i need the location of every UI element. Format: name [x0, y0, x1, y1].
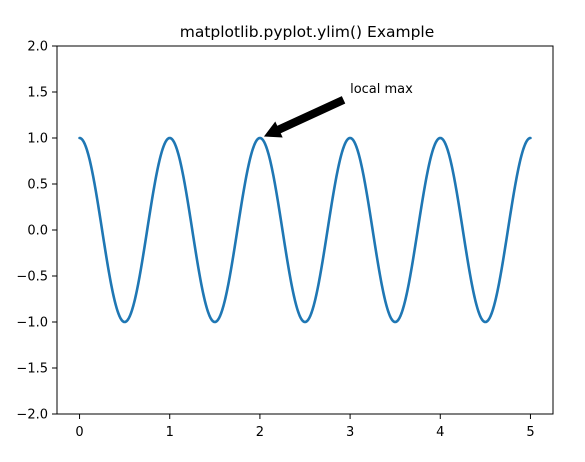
series-line	[78, 136, 532, 324]
y-tick-label: 0.5	[27, 178, 48, 193]
x-tick-label: 0	[75, 425, 83, 440]
y-tick-label: 1.5	[27, 86, 48, 101]
plot-area: 0 1 2 3 4 5 2.0 1.5 1.0 0.5 0.0 −0.5 −1.0 −1.5 −2.0 loc…	[16, 40, 554, 440]
y-tick-label: 1.0	[27, 132, 48, 147]
annotation-label: local max	[350, 82, 413, 97]
annotation-arrow	[263, 96, 346, 138]
y-tick-label: −2.0	[16, 408, 48, 423]
x-tick-label: 2	[256, 425, 264, 440]
y-tick-label: 0.0	[27, 224, 48, 239]
x-tick-label: 1	[166, 425, 174, 440]
chart-title: matplotlib.pyplot.ylim() Example	[180, 23, 435, 41]
x-tick-label: 4	[436, 425, 444, 440]
y-tick-label: −0.5	[16, 270, 48, 285]
x-tick-label: 5	[526, 425, 534, 440]
y-tick-label: 2.0	[27, 40, 48, 55]
y-tick-label: −1.0	[16, 316, 48, 331]
y-tick-label: −1.5	[16, 362, 48, 377]
x-tick-label: 3	[346, 425, 354, 440]
